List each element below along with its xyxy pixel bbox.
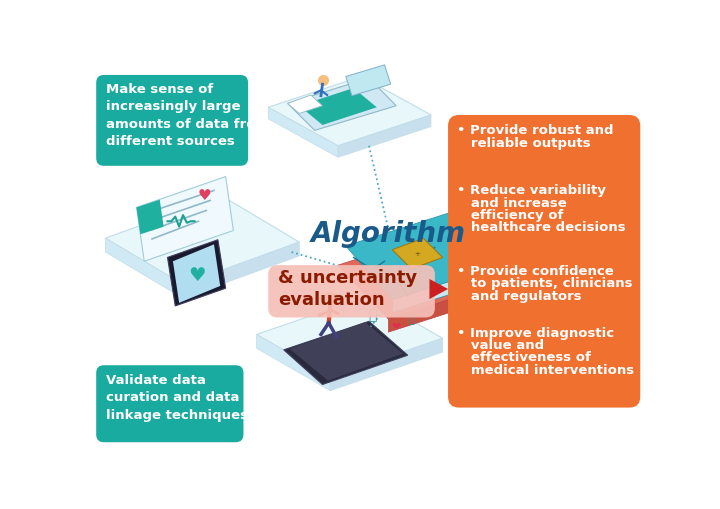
Text: and regulators: and regulators — [457, 290, 582, 303]
Polygon shape — [269, 76, 431, 146]
Polygon shape — [256, 296, 443, 377]
Polygon shape — [173, 244, 220, 303]
Polygon shape — [392, 238, 443, 269]
Text: healthcare decisions: healthcare decisions — [457, 221, 626, 234]
Text: Make sense of
increasingly large
amounts of data from
different sources: Make sense of increasingly large amounts… — [106, 82, 269, 148]
Polygon shape — [137, 200, 163, 234]
FancyBboxPatch shape — [448, 115, 640, 408]
Text: ♥: ♥ — [198, 188, 212, 203]
FancyBboxPatch shape — [96, 365, 243, 442]
Polygon shape — [392, 265, 500, 313]
Text: • Provide robust and: • Provide robust and — [457, 124, 614, 137]
Polygon shape — [346, 211, 500, 300]
Polygon shape — [429, 279, 448, 299]
Text: ❤: ❤ — [392, 322, 401, 332]
Text: reliable outputs: reliable outputs — [457, 136, 591, 150]
Polygon shape — [106, 238, 183, 298]
Text: Validate data
curation and data
linkage techniques: Validate data curation and data linkage … — [106, 374, 248, 421]
Polygon shape — [330, 338, 443, 390]
Polygon shape — [269, 107, 338, 157]
Text: • Improve diagnostic: • Improve diagnostic — [457, 327, 614, 340]
Text: • Reduce variability: • Reduce variability — [457, 184, 606, 197]
Polygon shape — [338, 231, 497, 319]
Text: Algorithm: Algorithm — [311, 220, 466, 248]
Text: medical interventions: medical interventions — [457, 364, 634, 377]
Text: and increase: and increase — [457, 196, 567, 210]
Polygon shape — [183, 242, 300, 298]
Polygon shape — [346, 65, 391, 96]
Polygon shape — [287, 95, 323, 114]
Text: effectiveness of: effectiveness of — [457, 351, 591, 364]
Polygon shape — [469, 240, 547, 269]
Polygon shape — [300, 88, 377, 125]
Text: • Provide confidence: • Provide confidence — [457, 265, 614, 278]
Text: ♥: ♥ — [188, 266, 206, 285]
Polygon shape — [284, 321, 408, 384]
Text: & uncertainty
evaluation: & uncertainty evaluation — [279, 269, 418, 309]
Polygon shape — [137, 177, 233, 261]
Polygon shape — [287, 78, 396, 130]
Text: value and: value and — [457, 339, 544, 352]
Polygon shape — [256, 334, 330, 390]
Polygon shape — [388, 285, 497, 332]
Polygon shape — [290, 322, 403, 381]
Text: to patients, clinicians: to patients, clinicians — [457, 277, 633, 291]
FancyBboxPatch shape — [269, 265, 435, 318]
Polygon shape — [106, 196, 300, 285]
Text: efficiency of: efficiency of — [457, 209, 564, 222]
Text: 📶: 📶 — [409, 314, 415, 324]
FancyBboxPatch shape — [96, 75, 248, 166]
Polygon shape — [168, 240, 225, 306]
Polygon shape — [338, 115, 431, 157]
Text: ⏱: ⏱ — [369, 308, 377, 322]
Text: +: + — [414, 251, 420, 258]
